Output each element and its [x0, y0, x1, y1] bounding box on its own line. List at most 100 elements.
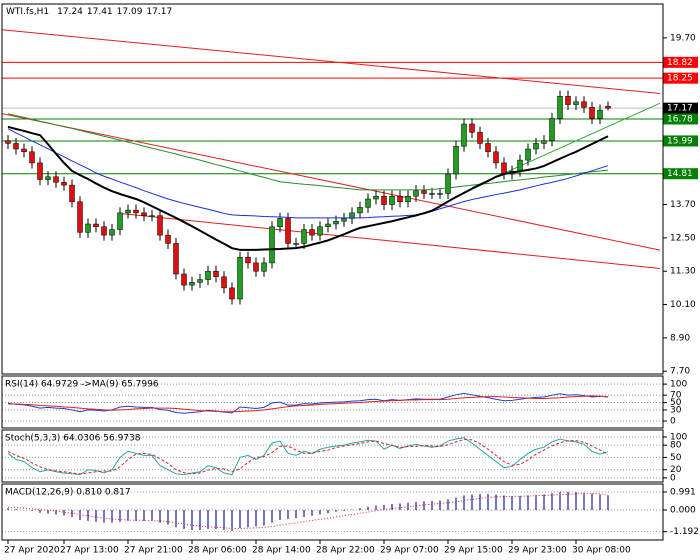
moving-average [7, 113, 609, 191]
candle-body [413, 190, 419, 197]
candle-body [45, 176, 51, 180]
y-tick-label: 100 [670, 380, 687, 390]
candle-body [21, 148, 27, 153]
level-label: 18.25 [667, 74, 693, 84]
y-tick-label: 19.70 [670, 33, 696, 43]
candle-body [237, 257, 243, 300]
candle-body [165, 234, 171, 244]
panel-frame [1, 483, 664, 541]
candle-body [325, 223, 331, 228]
chart-header: WTI.fs,H1 17.24 17.41 17.09 17.17 [6, 7, 172, 17]
candle-body [477, 132, 483, 144]
level-label-box [663, 168, 698, 180]
candle-body [141, 212, 147, 216]
y-tick-label: 20 [670, 465, 682, 475]
level-label: 16.78 [667, 115, 693, 125]
y-tick-label: 30 [670, 405, 682, 415]
candle-body [93, 223, 99, 228]
level-label-box [663, 113, 698, 125]
candle-body [301, 229, 307, 244]
candle-body [309, 229, 315, 236]
candle-body [517, 159, 523, 172]
level-label-box [663, 135, 698, 147]
candle-body [525, 148, 531, 161]
level-label-box [663, 102, 698, 114]
y-tick-label: 8.90 [670, 333, 690, 343]
candle-body [557, 95, 563, 119]
panel-title: RSI(14) 64.9729 ->MA(9) 65.7996 [5, 380, 159, 390]
candle-body [85, 223, 91, 233]
candle-body [453, 145, 459, 175]
candle-body [173, 243, 179, 275]
candle-body [213, 270, 219, 278]
candle-body [573, 101, 579, 105]
y-tick-label: 12.50 [670, 233, 696, 243]
candle-body [541, 140, 547, 144]
y-tick-label: 70 [670, 391, 682, 401]
x-tick-label: 27 Apr 21:00 [124, 546, 183, 556]
candle-body [333, 220, 339, 225]
plot-area [2, 491, 663, 533]
x-tick-label: 29 Apr 15:00 [444, 546, 503, 556]
candle-body [597, 109, 603, 119]
indicator-line [8, 395, 609, 413]
candle-body [501, 162, 507, 175]
candle-body [261, 262, 267, 272]
candle-body [53, 176, 59, 183]
trend-line [2, 29, 661, 94]
candle-body [29, 151, 35, 164]
x-tick-label: 28 Apr 14:00 [252, 546, 311, 556]
x-tick-label: 28 Apr 06:00 [188, 546, 247, 556]
header-close: 17.17 [146, 7, 172, 17]
trend-line [119, 212, 661, 269]
candle-body [181, 273, 187, 286]
candle-body [61, 182, 67, 186]
candle-body [565, 95, 571, 105]
panel-frame [1, 3, 664, 375]
candle-body [109, 229, 115, 236]
panel-frame [1, 375, 664, 429]
panel-frame [1, 429, 664, 483]
y-tick-label: -1.192 [670, 527, 699, 537]
candle-body [117, 212, 123, 230]
y-tick-label: 80 [670, 441, 682, 451]
candle-body [389, 195, 395, 205]
candle-body [101, 226, 107, 236]
y-tick-label: 0.991 [670, 487, 696, 497]
candle-body [581, 101, 587, 108]
candle-body [373, 195, 379, 200]
candle-body [461, 123, 467, 147]
x-tick-label: 30 Apr 08:00 [572, 546, 631, 556]
candle-body [341, 218, 347, 222]
candle-body [349, 212, 355, 219]
level-label: 18.82 [667, 58, 693, 68]
panel-title: MACD(12,26,9) 0.810 0.817 [5, 488, 131, 498]
header-high: 17.41 [87, 7, 113, 17]
y-tick-label: 7.70 [670, 367, 690, 377]
candle-body [317, 226, 323, 236]
candle-body [229, 287, 235, 300]
candle-body [189, 282, 195, 286]
moving-average [7, 128, 609, 219]
candle-body [157, 215, 163, 236]
level-label: 15.99 [667, 136, 693, 146]
y-tick-label: 13.70 [670, 200, 696, 210]
candle-body [357, 207, 363, 214]
indicator-line [7, 437, 609, 476]
x-tick-label: 29 Apr 07:00 [380, 546, 439, 556]
candle-body [605, 105, 611, 109]
candle-body [533, 143, 539, 150]
level-label: 14.81 [667, 169, 693, 179]
candle-body [77, 201, 83, 233]
level-label: 17.17 [667, 104, 693, 114]
y-tick-label: 10.10 [670, 300, 696, 310]
x-tick-label: 27 Apr 2020 [4, 546, 60, 556]
x-tick-label: 27 Apr 13:00 [60, 546, 119, 556]
candle-body [589, 107, 595, 119]
y-tick-label: 50 [670, 453, 682, 463]
candle-body [365, 198, 371, 208]
candle-body [37, 162, 43, 180]
